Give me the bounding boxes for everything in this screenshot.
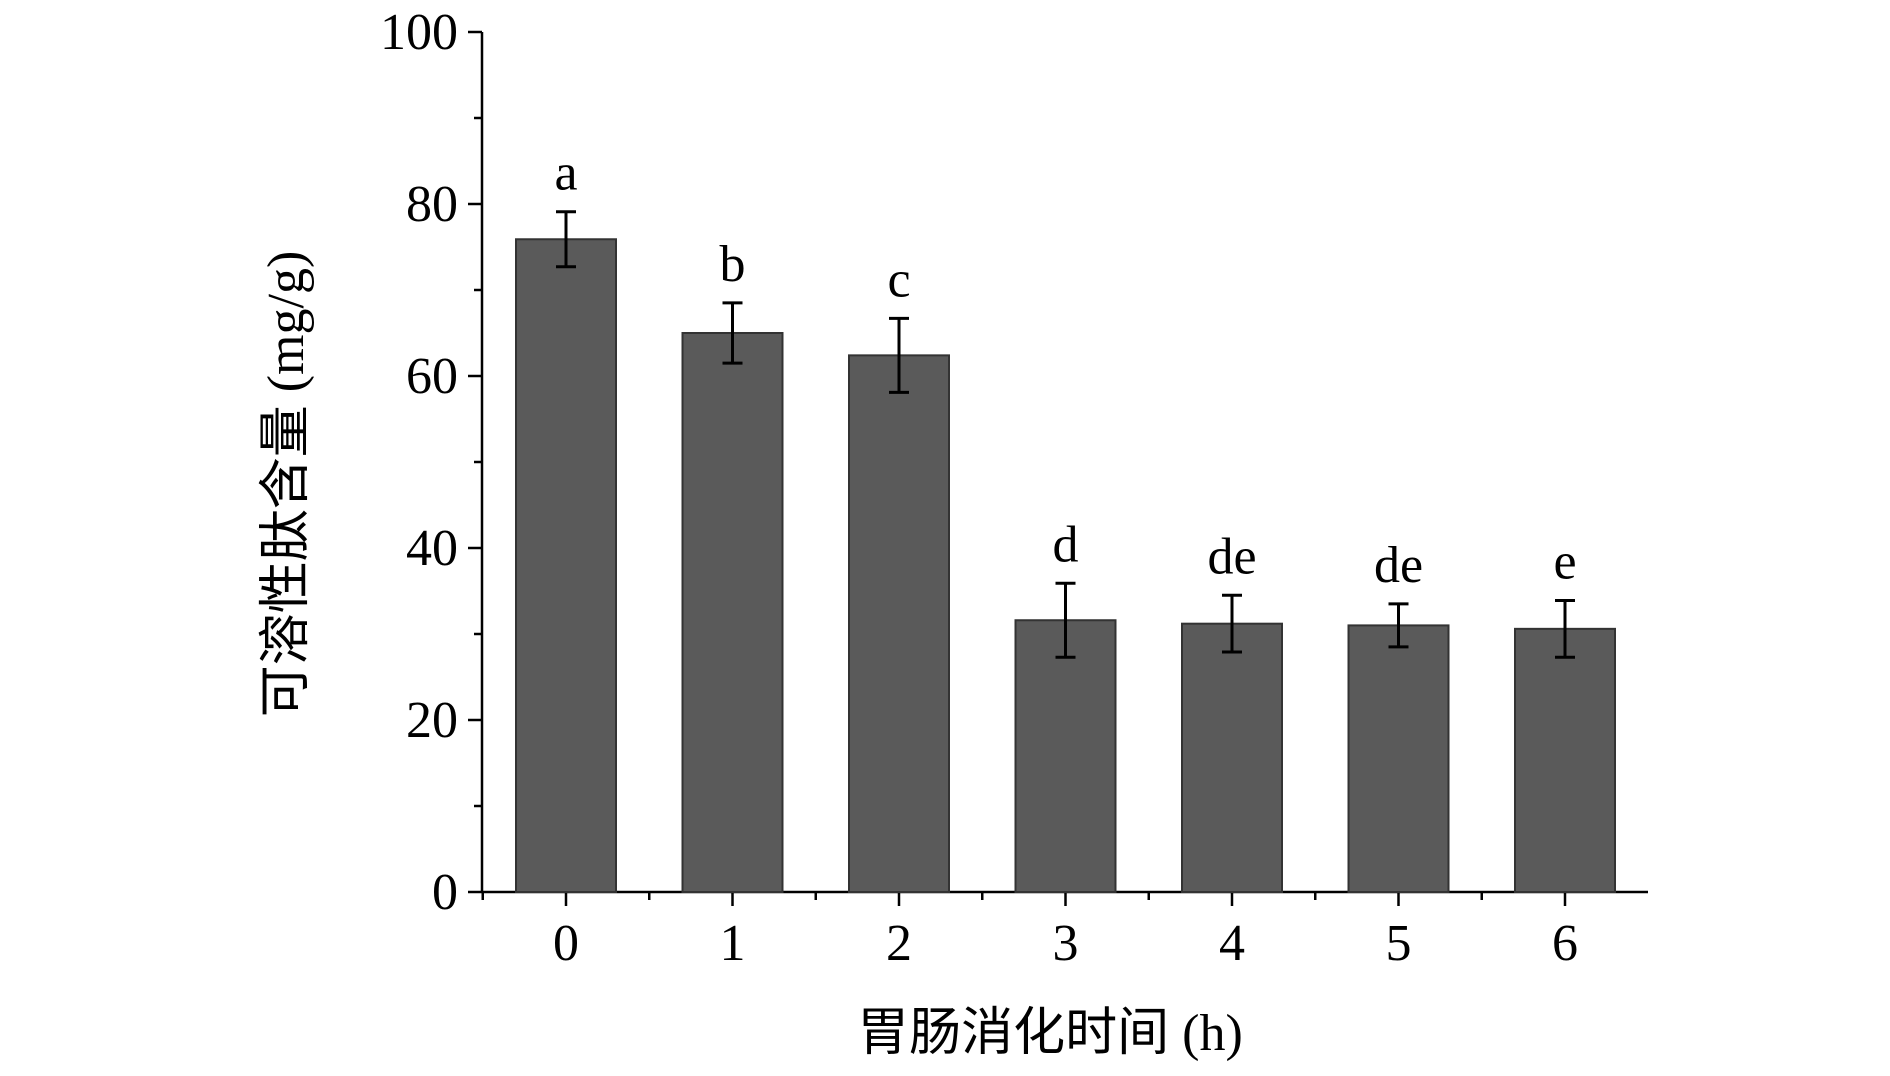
significance-label: e [1553,533,1576,590]
y-tick-label: 0 [432,864,458,921]
x-tick-label: 3 [1053,915,1079,972]
y-tick-label: 40 [406,520,458,577]
x-tick-label: 2 [886,915,912,972]
axes-group [468,30,1648,906]
significance-label: d [1053,516,1079,573]
error-bar [1222,593,1242,654]
significance-label: b [720,236,746,293]
x-tick-label: 0 [553,915,579,972]
error-bar [722,301,743,365]
x-tick-label: 1 [720,915,746,972]
significance-label: de [1207,528,1256,585]
error-bar [1055,581,1076,659]
y-tick-label: 20 [406,692,458,749]
x-tick-label: 4 [1219,915,1245,972]
error-bar [1388,602,1409,649]
bar [1347,624,1450,894]
x-tick-label: 5 [1386,915,1412,972]
error-bar [556,210,576,269]
error-bars-group [556,210,1575,659]
significance-label: de [1374,537,1423,594]
bar [1514,627,1616,894]
error-bar [889,316,909,394]
significance-label: c [887,251,910,308]
bar [681,332,784,893]
error-bar [1555,598,1575,659]
y-tick-label: 80 [406,176,458,233]
y-tick-label: 100 [380,4,458,61]
y-tick-label: 60 [406,348,458,405]
tick-labels-group: 0 20 40 60 80 100 0 1 2 3 4 5 6 [380,4,1578,972]
significance-labels-group: a b c d de de e [554,145,1576,594]
bar [848,354,950,893]
bar [1014,619,1117,893]
significance-label: a [554,145,577,202]
x-tick-label: 6 [1552,915,1578,972]
x-axis-label: 胃肠消化时间 (h) [857,1005,1243,1062]
bars-group [515,238,1616,894]
y-axis-label: 可溶性肽含量 (mg/g) [258,251,315,718]
bar [515,238,617,893]
bar [1181,622,1283,893]
